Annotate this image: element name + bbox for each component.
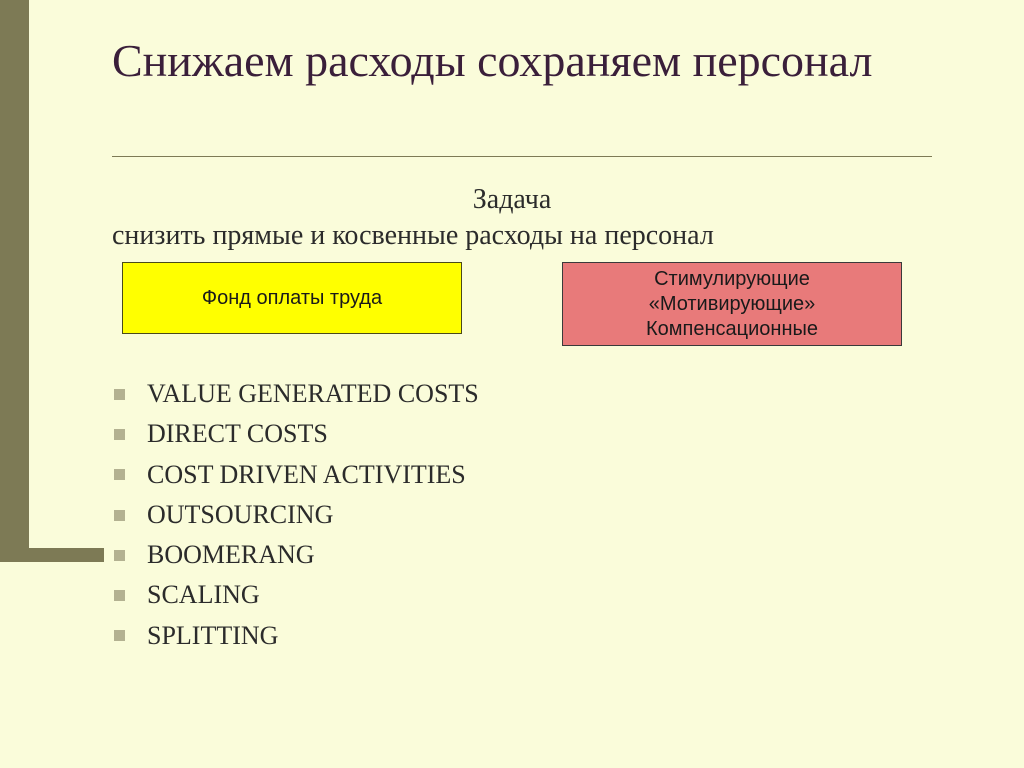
bullet-text: SCALING (147, 575, 260, 615)
list-item: VALUE GENERATED COSTS (114, 374, 952, 414)
title-underline (112, 156, 932, 157)
bullet-square-icon (114, 389, 125, 400)
bullet-square-icon (114, 429, 125, 440)
list-item: DIRECT COSTS (114, 414, 952, 454)
subtitle-centered: Задача (112, 184, 912, 216)
list-item: OUTSOURCING (114, 495, 952, 535)
box-incentives: Стимулирующие «Мотивирующие» Компенсацио… (562, 262, 902, 346)
bullet-text: OUTSOURCING (147, 495, 333, 535)
slide-title: Снижаем расходы сохраняем персонал (112, 34, 932, 88)
bullet-square-icon (114, 550, 125, 561)
bullet-text: SPLITTING (147, 616, 278, 656)
bullet-square-icon (114, 510, 125, 521)
boxes-row: Фонд оплаты труда Стимулирующие «Мотивир… (122, 262, 952, 346)
slide-body: Задача снизить прямые и косвенные расход… (112, 180, 952, 656)
subtitle-line: снизить прямые и косвенные расходы на пе… (112, 220, 912, 252)
bullet-text: COST DRIVEN ACTIVITIES (147, 455, 466, 495)
list-item: SCALING (114, 575, 952, 615)
list-item: BOOMERANG (114, 535, 952, 575)
bullet-square-icon (114, 590, 125, 601)
accent-bar-horizontal (0, 548, 104, 562)
bullet-list: VALUE GENERATED COSTS DIRECT COSTS COST … (114, 374, 952, 656)
bullet-square-icon (114, 469, 125, 480)
list-item: SPLITTING (114, 616, 952, 656)
bullet-text: DIRECT COSTS (147, 414, 328, 454)
slide: Снижаем расходы сохраняем персонал Задач… (0, 0, 1024, 768)
bullet-square-icon (114, 630, 125, 641)
list-item: COST DRIVEN ACTIVITIES (114, 455, 952, 495)
bullet-text: BOOMERANG (147, 535, 315, 575)
box-payroll-fund: Фонд оплаты труда (122, 262, 462, 334)
accent-bar-vertical (0, 0, 29, 562)
bullet-text: VALUE GENERATED COSTS (147, 374, 479, 414)
